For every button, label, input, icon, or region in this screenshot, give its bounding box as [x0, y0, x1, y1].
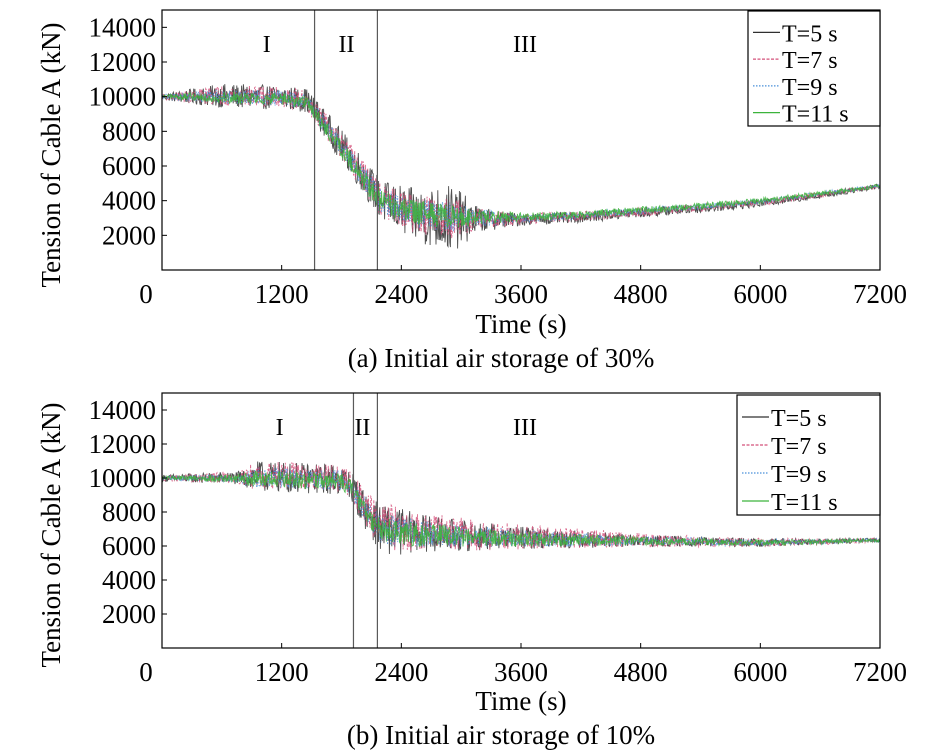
x-tick-label: 6000: [733, 657, 787, 687]
y-tick-label: 12000: [89, 47, 157, 77]
series-line: [162, 467, 880, 548]
x-tick-label: 0: [139, 657, 153, 687]
series-line: [162, 91, 880, 228]
tick-layer: 0 1200 2400 3600 4800 6000 7200 2000 4000 6000 800…: [89, 395, 908, 687]
stage-label: II: [338, 32, 354, 58]
stage-label: II: [354, 415, 370, 441]
legend: T=5 sT=7 sT=9 sT=11 s: [736, 394, 881, 516]
stage-label: III: [513, 415, 537, 441]
legend-label: T=11 s: [771, 490, 838, 516]
y-tick-label: 14000: [89, 12, 157, 42]
chart-title: (b) Initial air storage of 10%: [347, 720, 655, 750]
y-tick-label: 2000: [102, 220, 156, 250]
x-tick-label: 6000: [733, 279, 787, 309]
x-tick-label: 1200: [255, 279, 309, 309]
legend-label: T=7 s: [771, 434, 827, 460]
stage-label: I: [263, 32, 271, 58]
y-axis-label: Tension of Cable A (kN): [36, 402, 66, 667]
y-tick-label: 6000: [102, 151, 156, 181]
legend-label: T=5 s: [782, 21, 838, 47]
y-tick-label: 10000: [89, 82, 157, 112]
y-tick-label: 2000: [102, 599, 156, 629]
chart-panel-b: I II III 0 1200 2400 3600 4800 6000 720020004000…: [36, 392, 908, 750]
series-layer: [162, 83, 880, 249]
legend-label: T=9 s: [771, 462, 827, 488]
x-tick-label: 1200: [255, 657, 309, 687]
x-tick-label: 7200: [853, 657, 907, 687]
x-tick-label: 4800: [614, 279, 668, 309]
x-tick-label: 2400: [374, 279, 428, 309]
y-tick-label: 8000: [102, 116, 156, 146]
stage-label: III: [513, 32, 537, 58]
y-tick-label: 14000: [89, 395, 157, 425]
series-line: [162, 470, 880, 548]
y-tick-label: 10000: [89, 463, 157, 493]
x-tick-label: 2400: [374, 657, 428, 687]
tick-layer: 0 1200 2400 3600 4800 6000 7200 2000 4000 6000 800…: [89, 12, 908, 309]
legend-label: T=5 s: [771, 406, 827, 432]
y-tick-label: 6000: [102, 531, 156, 561]
legend-label: T=11 s: [782, 102, 849, 128]
legend: T=5 sT=7 sT=9 sT=11 s: [747, 10, 881, 128]
series-layer: [162, 461, 880, 555]
x-tick-label: 3600: [494, 657, 548, 687]
stage-layer: I II III: [263, 10, 537, 270]
x-axis-label: Time (s): [475, 309, 566, 339]
chart-title: (a) Initial air storage of 30%: [348, 343, 655, 373]
x-tick-label: 7200: [853, 279, 907, 309]
y-tick-label: 4000: [102, 565, 156, 595]
x-tick-label: 4800: [614, 657, 668, 687]
stage-layer: I II III: [276, 393, 537, 648]
chart-panel-a: I II III 0 1200 2400 3600 4800 6000 720020004000…: [36, 9, 908, 373]
y-axis-label: Tension of Cable A (kN): [36, 22, 66, 287]
x-tick-label: 3600: [494, 279, 548, 309]
legend-label: T=7 s: [782, 48, 838, 74]
y-tick-label: 8000: [102, 497, 156, 527]
x-axis-label: Time (s): [475, 686, 566, 716]
stage-label: I: [276, 415, 284, 441]
y-tick-label: 12000: [89, 429, 157, 459]
x-tick-label: 0: [139, 279, 153, 309]
y-tick-label: 4000: [102, 186, 156, 216]
legend-label: T=9 s: [782, 75, 838, 101]
